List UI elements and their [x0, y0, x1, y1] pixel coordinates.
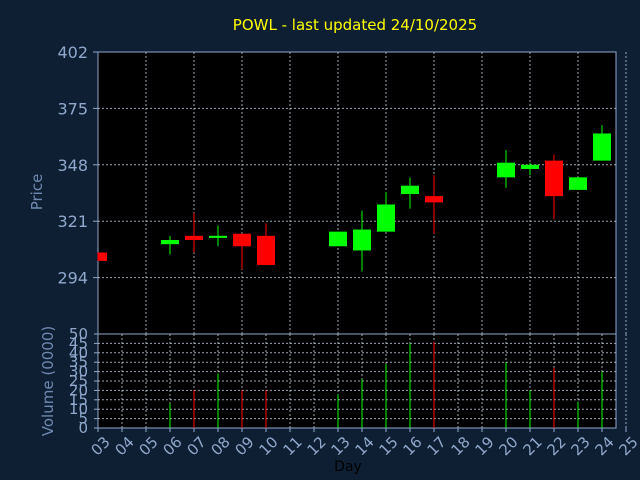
- x-tick-label: 23: [568, 433, 594, 459]
- candle: [209, 225, 227, 247]
- candle-body: [161, 240, 179, 245]
- price-plot-area: [97, 51, 617, 335]
- candle-body: [185, 235, 203, 240]
- x-tick-label: 21: [520, 433, 546, 459]
- candle: [521, 162, 539, 176]
- x-tick-label: 04: [112, 433, 138, 459]
- candle-body: [233, 233, 251, 247]
- candle-body: [425, 196, 443, 203]
- price-y-ticks: 294 321 348 375 402: [57, 43, 98, 288]
- price-y-tick-label: 321: [57, 212, 88, 231]
- price-y-tick-label: 294: [57, 269, 88, 288]
- candle-body: [569, 177, 587, 190]
- x-tick-label: 25: [616, 433, 640, 459]
- candle-body: [329, 231, 347, 247]
- volume-y-tick-label: 5: [78, 410, 88, 428]
- candle-body: [377, 204, 395, 232]
- volume-y-tick-label: 50: [69, 325, 88, 343]
- candle: [545, 154, 563, 220]
- x-tick-label: 22: [544, 433, 570, 459]
- candle: [257, 223, 275, 266]
- volume-axis-label: Volume (0000): [39, 326, 57, 436]
- candle: [425, 175, 443, 234]
- x-tick-label: 07: [184, 433, 210, 459]
- candle-body: [353, 229, 371, 251]
- price-y-tick-label: 375: [57, 99, 88, 118]
- x-tick-label: 12: [304, 433, 330, 459]
- x-axis-label: Day: [334, 459, 362, 475]
- x-tick-label: 06: [160, 433, 186, 459]
- candle-body: [98, 252, 107, 261]
- x-tick-label: 18: [448, 433, 474, 459]
- volume-y-tick-label: 20: [69, 381, 88, 399]
- volume-y-tick-label: 45: [69, 334, 88, 352]
- candle-body: [401, 185, 419, 195]
- volume-series: [169, 341, 603, 428]
- price-axis-label: Price: [28, 174, 46, 211]
- volume-y-tick-label: 0: [78, 419, 88, 437]
- x-tick-label: 11: [280, 433, 306, 459]
- candle: [97, 252, 107, 261]
- x-tick-label: 24: [592, 433, 618, 459]
- candle: [233, 233, 251, 270]
- x-tick-label: 15: [376, 433, 402, 459]
- candle: [185, 212, 203, 253]
- price-y-tick-label: 348: [57, 156, 88, 175]
- candle-body: [593, 133, 611, 161]
- candle-body: [545, 160, 563, 197]
- volume-y-tick-label: 15: [69, 391, 88, 409]
- chart-title: POWL - last updated 24/10/2025: [233, 16, 477, 34]
- volume-y-tick-label: 35: [69, 353, 88, 371]
- candle: [401, 177, 419, 209]
- volume-y-tick-label: 30: [69, 363, 88, 381]
- x-tick-label: 08: [208, 433, 234, 459]
- volume-y-tick-label: 40: [69, 344, 88, 362]
- x-tick-label: 19: [472, 433, 498, 459]
- price-y-tick-label: 402: [57, 43, 88, 62]
- x-tick-label: 17: [424, 433, 450, 459]
- x-tick-label: 09: [232, 433, 258, 459]
- candle-body: [521, 164, 539, 169]
- candle: [569, 177, 587, 190]
- x-tick-label: 13: [328, 433, 354, 459]
- x-tick-label: 05: [136, 433, 162, 459]
- volume-y-tick-label: 10: [69, 400, 88, 418]
- x-tick-label: 10: [256, 433, 282, 459]
- candle: [377, 191, 395, 232]
- candle: [593, 125, 611, 161]
- volume-y-tick-label: 25: [69, 372, 88, 390]
- candle: [161, 235, 179, 255]
- x-tick-label: 20: [496, 433, 522, 459]
- candle-body: [257, 235, 275, 266]
- x-ticks: 0304050607080910111213141516171819202122…: [88, 428, 640, 459]
- candle: [329, 231, 347, 247]
- x-tick-label: 14: [352, 433, 378, 459]
- candle: [353, 210, 371, 272]
- candlestick-series: [97, 125, 611, 272]
- candle-body: [209, 235, 227, 238]
- candle-body: [497, 162, 515, 178]
- x-tick-label: 16: [400, 433, 426, 459]
- x-tick-label: 03: [88, 433, 114, 459]
- candle: [497, 150, 515, 188]
